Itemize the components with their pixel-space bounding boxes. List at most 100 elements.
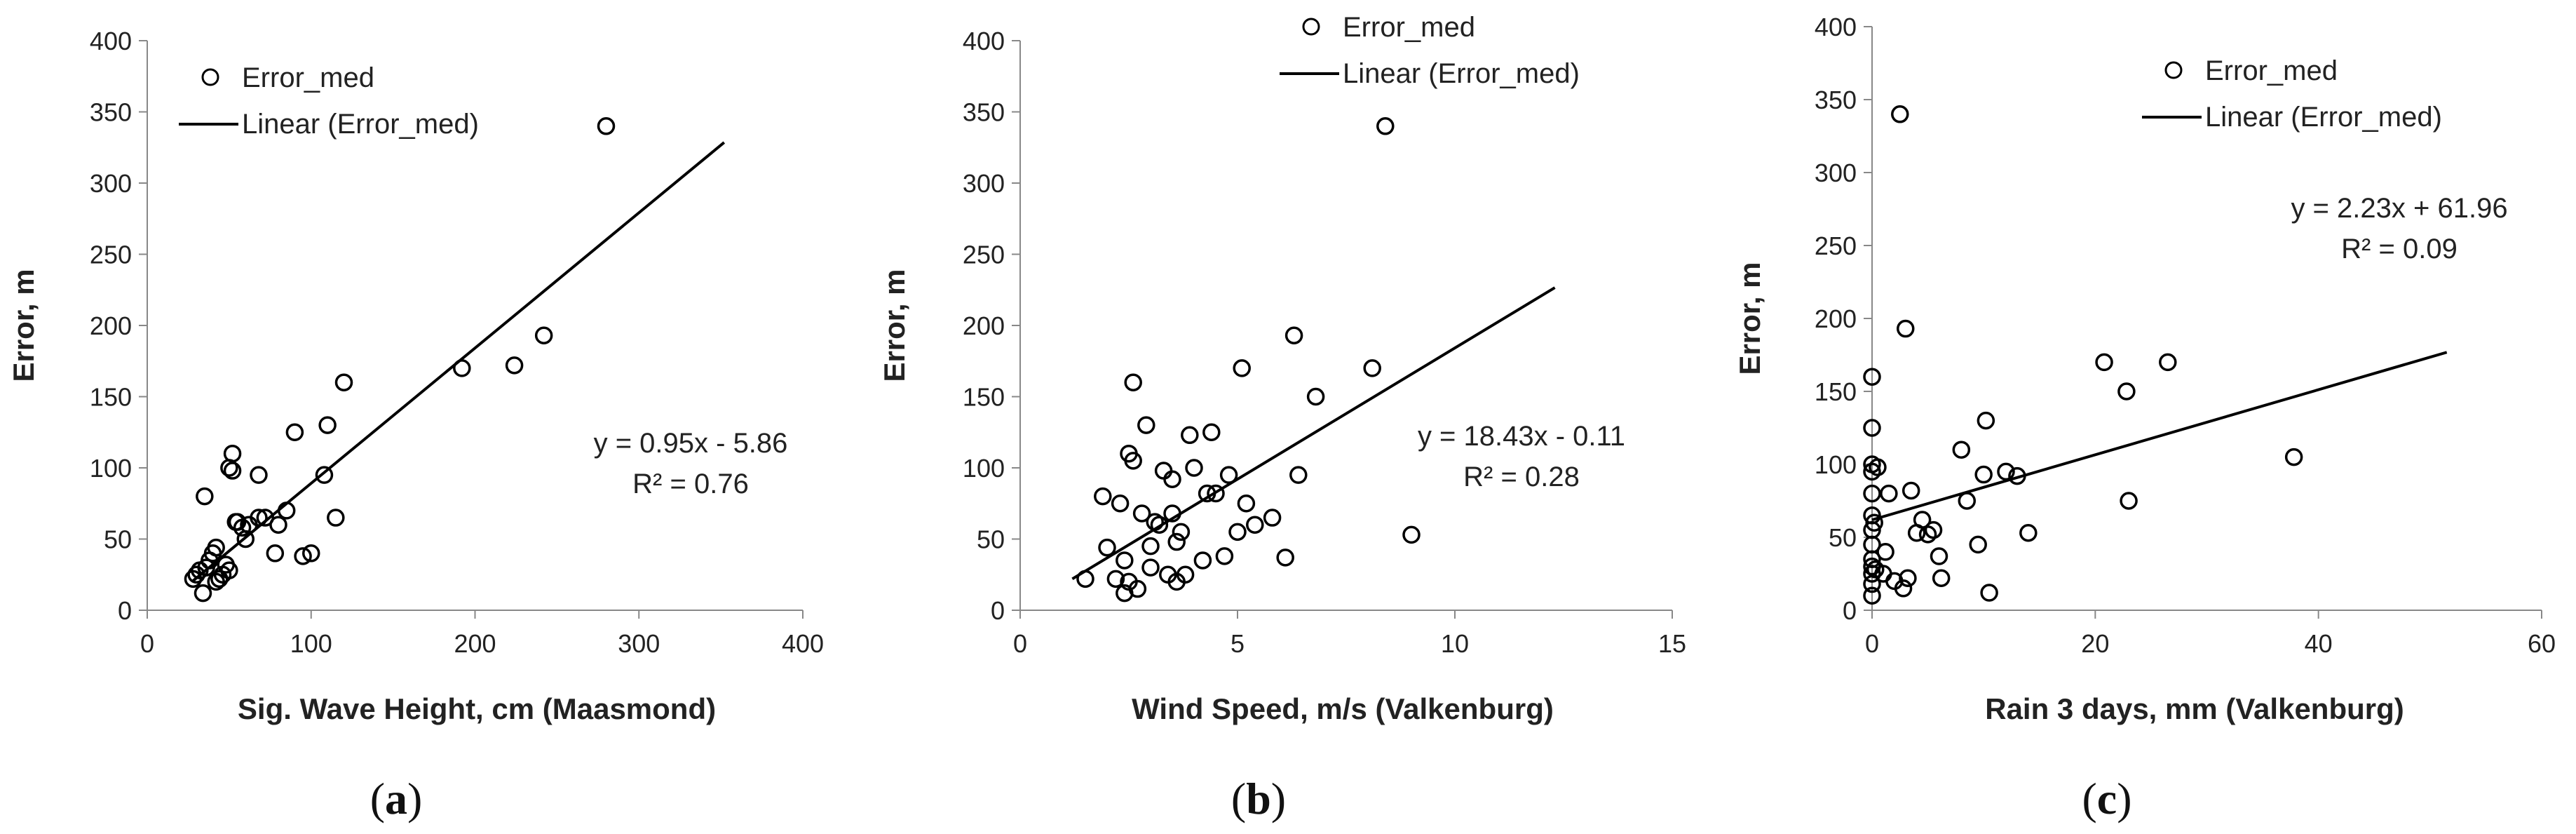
data-point (220, 561, 238, 579)
data-point (1176, 565, 1195, 584)
trendline (1871, 351, 2448, 522)
x-tick-label: 0 (140, 629, 154, 658)
data-point (1902, 481, 1920, 500)
data-point (1215, 547, 1234, 565)
data-point (1363, 359, 1381, 377)
data-point (1897, 319, 1915, 338)
y-tick-label: 350 (90, 98, 132, 127)
data-point (1219, 466, 1238, 484)
x-axis-title: Rain 3 days, mm (Valkenburg) (1985, 692, 2404, 725)
panel-label: (b) (1231, 774, 1286, 823)
x-tick-label: 10 (1441, 629, 1469, 658)
data-point (1969, 535, 1987, 554)
panel-label: (c) (2082, 774, 2131, 823)
y-axis-title: Error, m (1733, 262, 1766, 375)
data-point (1306, 387, 1325, 406)
legend-marker-symbol (2164, 61, 2183, 79)
r-squared-label: R² = 0.76 (632, 469, 749, 499)
data-point (207, 538, 225, 557)
data-point (1276, 549, 1294, 567)
data-point (1863, 419, 1881, 437)
data-point (1980, 584, 1998, 602)
legend-marker-symbol (1302, 18, 1320, 36)
data-point (327, 509, 345, 527)
data-point (223, 444, 242, 463)
data-point (1163, 504, 1181, 523)
legend-label-line: Linear (Error_med) (1343, 58, 1580, 89)
data-point (1167, 532, 1186, 551)
y-tick-label: 150 (1815, 377, 1857, 406)
y-tick-label: 400 (1815, 13, 1857, 41)
data-point (1974, 465, 1993, 484)
data-point (1237, 495, 1256, 513)
data-point (2095, 353, 2113, 372)
data-point (1863, 368, 1881, 386)
y-tick-label: 200 (963, 311, 1005, 340)
x-tick-label: 60 (2528, 629, 2556, 658)
data-point (1891, 105, 1909, 123)
data-point (1181, 426, 1199, 445)
data-point (2120, 492, 2138, 510)
data-point (1246, 516, 1264, 534)
data-point (1098, 538, 1116, 557)
data-point (1869, 458, 1887, 476)
data-point (534, 326, 553, 344)
x-tick-label: 20 (2081, 629, 2109, 658)
data-point (1894, 579, 1913, 598)
data-point (1289, 466, 1308, 484)
data-point (250, 509, 268, 527)
data-point (1193, 551, 1212, 570)
data-point (1932, 569, 1951, 587)
data-point (505, 356, 524, 375)
y-tick-label: 50 (977, 525, 1005, 554)
y-tick-label: 50 (104, 525, 132, 554)
y-tick-label: 200 (90, 311, 132, 340)
data-point (1163, 470, 1181, 488)
x-tick-label: 200 (454, 629, 496, 658)
data-point (597, 117, 616, 135)
data-point (285, 423, 304, 441)
data-point (315, 466, 334, 484)
data-point (1228, 523, 1247, 542)
data-point (318, 416, 337, 434)
y-tick-label: 50 (1829, 523, 1857, 552)
data-point (1952, 440, 1971, 459)
y-tick-label: 350 (963, 98, 1005, 127)
data-point (302, 544, 320, 563)
y-axis-title: Error, m (7, 269, 40, 382)
data-point (2019, 524, 2038, 542)
y-tick-label: 100 (1815, 450, 1857, 479)
trendline-equation: y = 0.95x - 5.86 (594, 428, 788, 459)
y-tick-label: 250 (90, 241, 132, 269)
legend: Error_med Linear (Error_med) (179, 62, 479, 140)
data-point (1116, 551, 1134, 570)
r-squared-label: R² = 0.09 (2341, 234, 2458, 264)
y-tick-label: 250 (963, 241, 1005, 269)
y-tick-label: 100 (963, 454, 1005, 483)
data-point (2008, 466, 2026, 485)
data-point (294, 547, 312, 565)
data-point (1977, 411, 1995, 430)
data-point (1207, 484, 1225, 503)
data-point (2284, 448, 2303, 466)
data-point (1094, 487, 1112, 506)
data-point (1899, 569, 1917, 587)
data-point (1958, 492, 1977, 510)
data-point (1198, 484, 1216, 503)
x-tick-label: 5 (1231, 629, 1245, 658)
panel-letter: a (385, 774, 407, 823)
data-point (1185, 459, 1203, 477)
data-point (1116, 584, 1134, 603)
x-tick-label: 15 (1658, 629, 1686, 658)
x-tick-label: 40 (2305, 629, 2333, 658)
data-point (2117, 382, 2136, 401)
legend-label-marker: Error_med (242, 62, 374, 93)
data-point (1284, 326, 1303, 344)
trendline-equation: y = 2.23x + 61.96 (2291, 193, 2507, 224)
data-point (1997, 462, 2015, 481)
data-point (250, 466, 268, 484)
panel-a-chart: 0 50 100 150 200 250 300 350 400 0 100 200 300 400 Sig… (7, 27, 824, 823)
y-tick-label: 150 (90, 383, 132, 412)
data-point (1154, 462, 1173, 480)
